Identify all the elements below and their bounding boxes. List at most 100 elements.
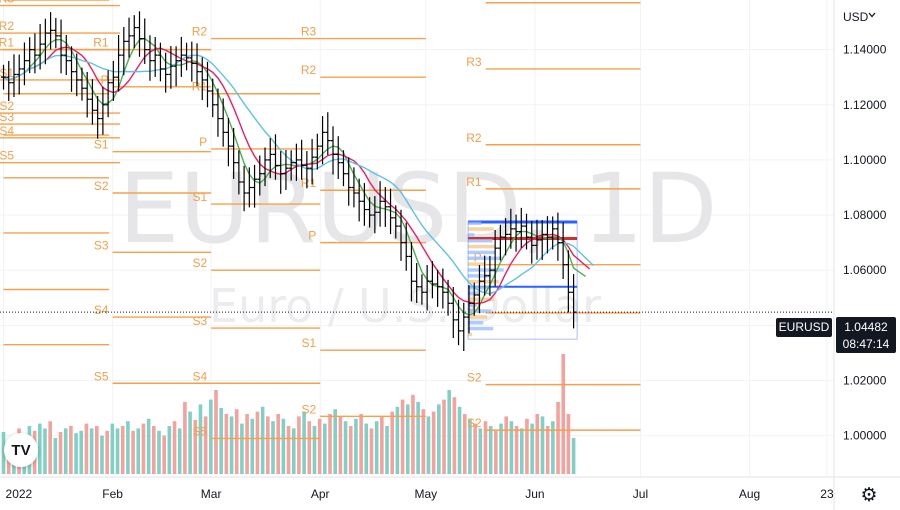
volume-bar — [540, 416, 545, 474]
price-tag-background — [836, 317, 896, 353]
price-tick-label: 1.02000 — [843, 373, 887, 387]
volume-bar — [276, 414, 280, 474]
chevron-down-icon[interactable] — [868, 12, 876, 18]
watermark-description: Euro / U.S. Dollar — [209, 279, 601, 333]
price-bar — [220, 98, 226, 147]
volume-bar — [348, 426, 353, 474]
volume-bar — [405, 404, 410, 474]
price-bar — [487, 255, 493, 296]
volume-bar — [141, 423, 146, 474]
price-bar — [74, 53, 80, 97]
volume-bar — [525, 418, 529, 474]
volume-bar — [43, 428, 47, 474]
price-bar — [320, 116, 326, 165]
volume-bar — [69, 426, 73, 474]
volume-bar — [338, 416, 343, 474]
volume-profile-row — [468, 268, 504, 272]
price-bar — [450, 287, 456, 339]
volume-bar — [271, 421, 275, 474]
price-bar — [361, 183, 367, 226]
price-bar — [555, 212, 561, 261]
price-bar — [346, 157, 352, 206]
price-bar — [100, 86, 106, 135]
volume-bar — [483, 421, 488, 474]
price-bar — [79, 67, 85, 101]
volume-bar — [514, 426, 519, 474]
volume-profile-row — [468, 244, 496, 249]
volume-bar — [240, 423, 244, 474]
gear-icon[interactable]: ⚙ — [858, 484, 880, 506]
volume-bar — [234, 409, 239, 474]
pivot-level-label: S3 — [0, 110, 14, 124]
volume-bar — [333, 409, 337, 474]
volume-bar — [561, 354, 566, 474]
volume-bar — [551, 421, 555, 474]
volume-bar — [177, 428, 182, 474]
price-bar — [335, 136, 341, 179]
price-bar — [131, 15, 137, 49]
price-bar — [215, 88, 221, 137]
volume-bar — [209, 399, 213, 474]
pivot-level-label: S5 — [94, 369, 109, 383]
pivot-level-label: S2 — [192, 256, 207, 270]
price-bar — [231, 127, 237, 179]
price-bar — [246, 167, 252, 208]
price-bar — [11, 54, 17, 98]
price-bar — [325, 112, 331, 155]
price-tag-countdown: 08:47:14 — [843, 337, 890, 351]
price-bar — [497, 224, 503, 261]
volume-bar — [307, 421, 312, 474]
volume-bar — [478, 428, 483, 474]
price-bar — [550, 216, 556, 250]
volume-bar — [198, 404, 203, 474]
pivot-level-label: S2 — [0, 99, 14, 113]
price-bar — [105, 70, 111, 118]
volume-profile-row — [468, 233, 475, 237]
price-bar — [236, 150, 242, 195]
price-bar — [42, 18, 48, 65]
price-bar — [560, 222, 566, 280]
pivot-level-label: P — [101, 73, 109, 87]
volume-bar — [457, 406, 462, 474]
volume-profile-row — [468, 250, 496, 255]
volume-bar — [571, 438, 576, 474]
volume-bar — [317, 418, 322, 474]
pivot-level-label: R1 — [192, 80, 208, 94]
currency-label[interactable]: USD — [843, 10, 869, 24]
volume-bar — [504, 416, 509, 474]
price-bar — [16, 54, 22, 95]
price-bar — [408, 242, 414, 302]
price-bar — [210, 78, 216, 118]
volume-bar — [203, 416, 208, 474]
pivot-level-label: P — [199, 135, 207, 149]
price-bar — [539, 220, 545, 261]
volume-bar — [291, 428, 296, 474]
volume-profile-row — [468, 303, 477, 307]
volume-bar — [364, 423, 369, 474]
tradingview-logo-icon[interactable]: TV — [4, 433, 38, 467]
price-bar — [267, 138, 273, 179]
volume-bar — [172, 421, 177, 474]
price-bar — [330, 126, 336, 175]
volume-bar — [266, 416, 270, 474]
price-bar — [466, 285, 472, 334]
volume-bar — [89, 428, 94, 474]
price-bar — [372, 196, 378, 234]
time-tick-label: 23 — [820, 487, 834, 501]
price-tick-label: 1.12000 — [843, 98, 887, 112]
price-bar — [429, 261, 435, 299]
pivot-level-label: S1 — [192, 190, 207, 204]
price-bar — [95, 95, 101, 139]
volume-bar — [297, 416, 301, 474]
volume-bar — [74, 433, 78, 474]
price-bar — [424, 264, 430, 311]
price-bar — [503, 218, 509, 256]
time-tick-label: Jun — [525, 487, 544, 501]
volume-bar — [255, 411, 260, 474]
price-bar — [89, 79, 95, 125]
price-bar — [37, 23, 43, 70]
price-bar — [21, 42, 27, 86]
price-tag-value: 1.04482 — [844, 320, 888, 334]
price-bar — [482, 255, 488, 296]
